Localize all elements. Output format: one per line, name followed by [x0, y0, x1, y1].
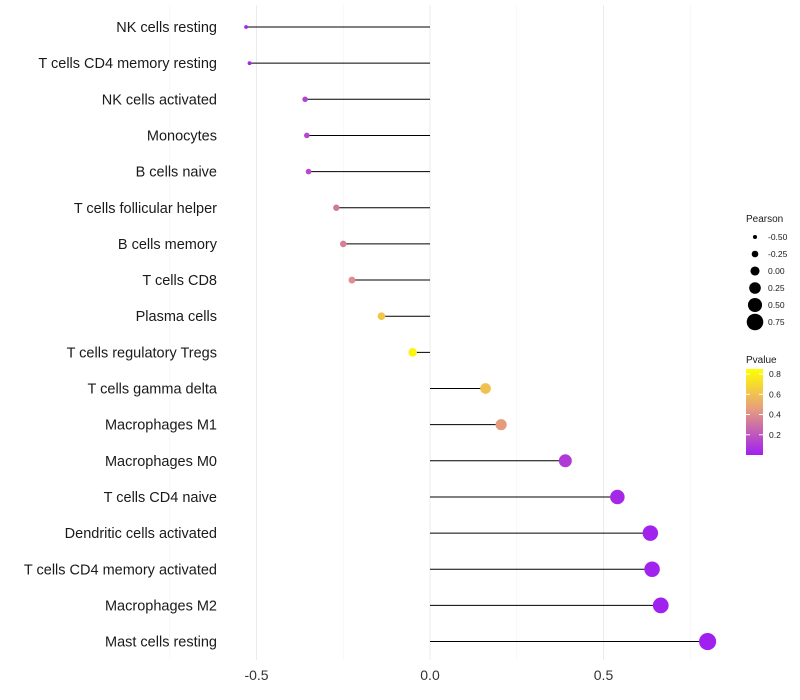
- lollipop-point: [348, 276, 356, 284]
- size-legend-label: 0.50: [768, 300, 785, 310]
- size-legend-title: Pearson: [746, 214, 783, 225]
- color-legend-label: 0.6: [769, 389, 781, 399]
- y-axis-label: Monocytes: [147, 128, 217, 144]
- y-axis-label: Dendritic cells activated: [65, 526, 217, 542]
- y-axis-labels: NK cells resting T cells CD4 memory resti…: [24, 20, 218, 651]
- size-legend-label: 0.75: [768, 317, 785, 327]
- size-legend-label: 0.25: [768, 283, 785, 293]
- lollipop-point: [610, 489, 625, 505]
- lollipop-point: [304, 132, 310, 139]
- lollipop-point: [247, 61, 252, 66]
- x-tick-label: -0.5: [244, 667, 268, 683]
- x-tick-label: 0.0: [420, 667, 440, 683]
- lollipop-point: [377, 312, 386, 321]
- lollipop-stems: [246, 26, 708, 643]
- x-tick-label: 0.5: [594, 667, 614, 683]
- lollipop-point: [652, 597, 669, 614]
- y-axis-label: T cells CD4 naive: [104, 490, 217, 506]
- size-legend-key: [746, 313, 764, 331]
- lollipop-point: [333, 204, 340, 211]
- grid-lines: [169, 5, 691, 660]
- pearson-size-legend: Pearson -0.50 -0.25 0.00 0.25 0.50 0.75: [746, 214, 788, 331]
- y-axis-label: T cells follicular helper: [74, 201, 217, 217]
- lollipop-point: [480, 383, 491, 394]
- lollipop-point: [339, 240, 347, 248]
- x-axis-tick-labels: -0.5 0.0 0.5: [244, 667, 613, 683]
- y-axis-label: Macrophages M1: [105, 418, 217, 434]
- lollipop-point: [408, 348, 417, 357]
- y-axis-label: T cells gamma delta: [88, 382, 218, 398]
- size-legend-key: [751, 250, 759, 258]
- color-legend-title: Pvalue: [746, 355, 777, 366]
- y-axis-label: B cells memory: [118, 237, 218, 253]
- size-legend-label: -0.50: [768, 232, 788, 242]
- y-axis-label: Macrophages M0: [105, 454, 217, 470]
- pvalue-color-legend: Pvalue 0.2 0.4 0.6 0.8: [746, 355, 781, 455]
- color-legend-label: 0.4: [769, 410, 781, 420]
- lollipop-points: [244, 25, 717, 651]
- y-axis-label: T cells CD4 memory activated: [24, 562, 217, 578]
- y-axis-label: T cells CD8: [142, 273, 217, 289]
- lollipop-point: [244, 25, 248, 29]
- size-legend-key: [752, 234, 758, 240]
- lollipop-point: [495, 419, 507, 431]
- size-legend-key: [750, 266, 760, 276]
- size-legend-label: 0.00: [768, 266, 785, 276]
- y-axis-label: T cells CD4 memory resting: [38, 56, 217, 72]
- y-axis-label: NK cells activated: [102, 92, 217, 108]
- y-axis-label: Mast cells resting: [105, 635, 217, 651]
- y-axis-label: B cells naive: [136, 165, 217, 181]
- y-axis-label: NK cells resting: [116, 20, 217, 36]
- y-axis-label: T cells regulatory Tregs: [67, 345, 217, 361]
- size-legend-key: [749, 282, 761, 294]
- color-legend-bar: [746, 369, 763, 455]
- lollipop-point: [558, 454, 572, 468]
- size-legend-label: -0.25: [768, 249, 788, 259]
- y-axis-label: Plasma cells: [136, 309, 217, 325]
- color-legend-label: 0.8: [769, 369, 781, 379]
- lollipop-point: [642, 525, 659, 541]
- size-legend-key: [747, 297, 763, 313]
- lollipop-point: [699, 633, 717, 651]
- color-legend-label: 0.2: [769, 430, 781, 440]
- y-axis-label: Macrophages M2: [105, 598, 217, 614]
- lollipop-point: [644, 561, 660, 577]
- lollipop-point: [305, 168, 312, 175]
- lollipop-point: [302, 96, 308, 103]
